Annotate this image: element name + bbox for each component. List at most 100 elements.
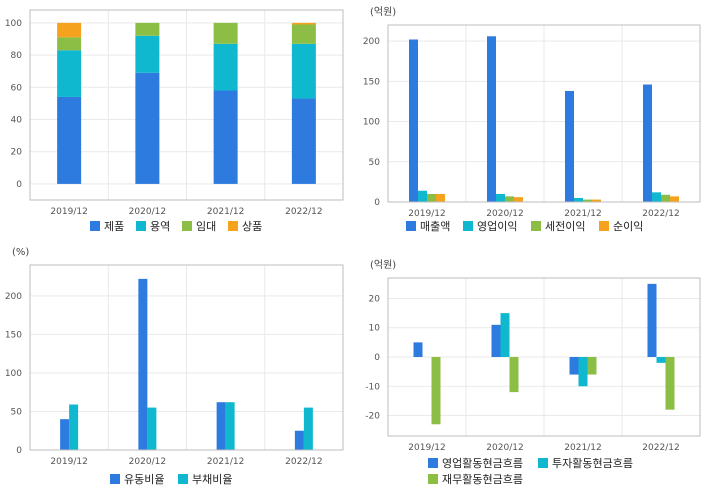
unit-label: (억원) (370, 6, 396, 18)
bar (57, 96, 82, 184)
bar (436, 193, 445, 202)
bar (291, 43, 316, 99)
x-tick-label: 2020/12 (486, 209, 523, 219)
legend-item: 영업활동현금흐름 (428, 456, 523, 470)
bar (670, 196, 679, 202)
bar (487, 36, 496, 202)
bar (500, 313, 510, 357)
bar (643, 84, 652, 202)
chart-ratios: 0 50 100 150 200 2019/12 2020/12 2021/12 2022/12… (5, 247, 344, 486)
bar (431, 357, 441, 425)
bar (427, 193, 436, 202)
bar (647, 283, 657, 357)
x-tick-label: 2020/12 (129, 457, 166, 467)
y-tick-label: 0 (16, 180, 22, 190)
bar (135, 22, 160, 36)
x-tick-label: 2022/12 (285, 457, 322, 467)
y-tick-label: 50 (11, 407, 23, 417)
bar (291, 98, 316, 184)
bar (514, 197, 523, 202)
legend-label: 매출액 (420, 220, 450, 233)
legend-label: 영업이익 (477, 220, 517, 233)
legend-label: 투자활동현금흐름 (552, 456, 633, 470)
y-tick-label: 100 (363, 118, 380, 128)
bar (135, 72, 160, 184)
legend-swatch (136, 221, 146, 231)
bar (587, 357, 597, 375)
y-tick-label: 200 (363, 37, 380, 47)
legend-swatch (182, 221, 192, 231)
bar (505, 196, 514, 202)
bar (409, 39, 418, 203)
x-tick-label: 2022/12 (285, 207, 322, 217)
x-tick-label: 2021/12 (564, 443, 601, 453)
x-tick-label: 2021/12 (564, 209, 601, 219)
legend-item: 임대 (182, 220, 216, 233)
legend-swatch (110, 474, 120, 484)
y-tick-label: 20 (369, 294, 381, 304)
y-tick-label: 200 (5, 292, 22, 302)
y-tick-label: -10 (365, 382, 380, 392)
legend-swatch (178, 474, 188, 484)
y-tick-label: 0 (374, 198, 380, 208)
bar (291, 24, 316, 44)
bar (583, 199, 592, 202)
x-tick-label: 2020/12 (129, 207, 166, 217)
bar (57, 22, 82, 38)
y-tick-label: -20 (365, 412, 380, 422)
bar (147, 407, 157, 450)
bar (574, 197, 583, 202)
chart-product-mix: 0 20 40 60 80 100 2019/12 2020/12 2021/12 2022/12… (5, 9, 344, 233)
x-tick-label: 2020/12 (486, 443, 523, 453)
legend-swatch (228, 221, 238, 231)
legend-label: 순이익 (613, 220, 643, 233)
bar (665, 357, 675, 410)
legend-label: 임대 (196, 220, 216, 233)
bar (661, 194, 670, 202)
x-tick-label: 2021/12 (207, 457, 244, 467)
legend-label: 부채비율 (192, 473, 232, 486)
legend-swatch (463, 221, 473, 231)
legend-label: 유동비율 (124, 473, 164, 486)
legend-item: 영업이익 (463, 220, 517, 233)
legend-swatch (406, 221, 416, 231)
x-tick-label: 2019/12 (408, 209, 445, 219)
x-tick-label: 2022/12 (642, 443, 679, 453)
unit-label: (%) (12, 247, 29, 258)
legend-item: 부채비율 (178, 473, 232, 486)
legend-item: 용역 (136, 220, 170, 233)
legend-item: 유동비율 (110, 473, 164, 486)
bar (69, 404, 79, 450)
bar (213, 22, 238, 44)
bar (216, 402, 226, 450)
legend-swatch (428, 474, 438, 484)
y-tick-label: 20 (11, 148, 23, 158)
bar (496, 193, 505, 202)
legend-swatch (90, 221, 100, 231)
x-tick-label: 2019/12 (408, 443, 445, 453)
legend-label: 제품 (104, 220, 124, 233)
y-tick-label: 50 (369, 158, 381, 168)
x-tick-label: 2019/12 (50, 457, 87, 467)
bar (509, 357, 519, 393)
bar (213, 90, 238, 184)
legend-label: 용역 (150, 220, 170, 233)
legend-swatch (531, 221, 541, 231)
bar (303, 407, 313, 450)
y-tick-label: 100 (5, 19, 22, 29)
bar (418, 190, 427, 202)
plot-frame (29, 264, 344, 451)
bar (294, 430, 304, 450)
legend-item: 매출액 (406, 220, 450, 233)
bar (652, 192, 661, 202)
bar (491, 324, 501, 357)
y-tick-label: 10 (369, 324, 381, 334)
x-tick-label: 2021/12 (207, 207, 244, 217)
plot-frame (387, 277, 701, 437)
plot-frame (29, 9, 344, 201)
bar (291, 22, 316, 25)
bar (592, 199, 601, 202)
bar (413, 342, 423, 357)
bar (213, 43, 238, 91)
